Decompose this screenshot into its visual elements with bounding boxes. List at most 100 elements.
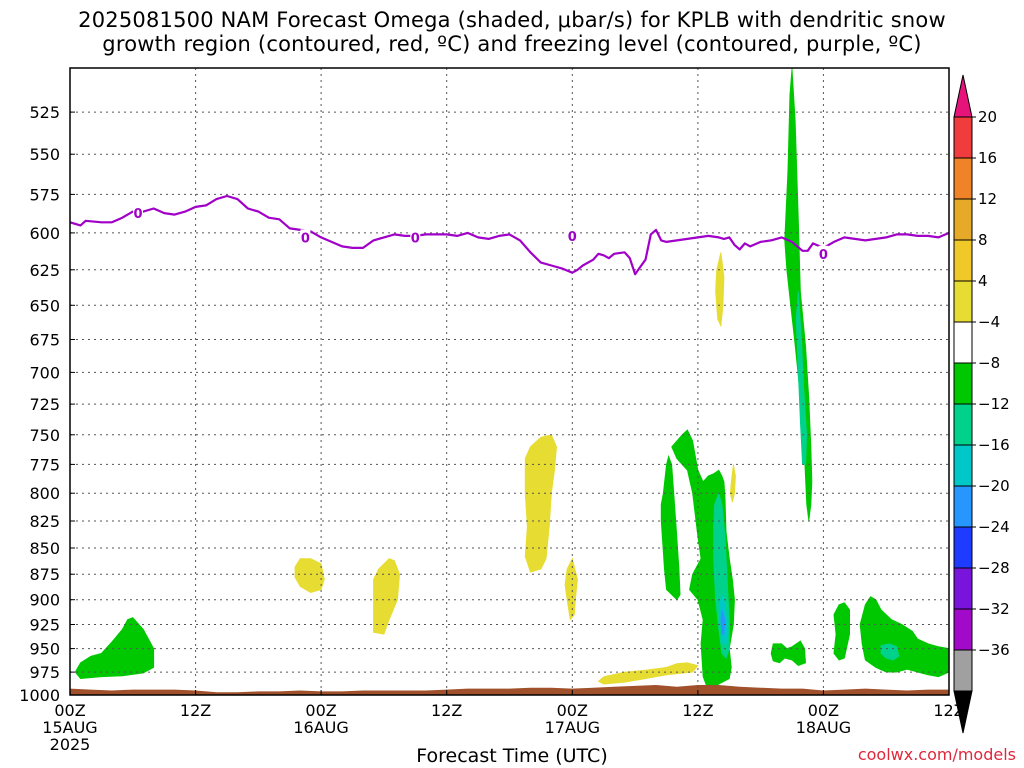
y-tick-label-950: 950	[29, 640, 60, 659]
y-tick-label-575: 575	[29, 185, 60, 204]
freezing-level-label-5: 0	[819, 248, 828, 263]
colorbar-band-7	[953, 362, 973, 405]
y-tick-label-775: 775	[29, 455, 60, 474]
y-tick-label-625: 625	[29, 261, 60, 280]
y-tick-label-600: 600	[29, 224, 60, 243]
colorbar-band-12	[953, 567, 973, 610]
y-tick-label-925: 925	[29, 616, 60, 635]
colorbar-label-12: −28	[978, 559, 1010, 577]
colorbar-band-11	[953, 526, 973, 569]
y-tick-label-550: 550	[29, 145, 60, 164]
omega-region-19	[720, 609, 726, 635]
x-tick-label-36h-1: 12Z	[431, 701, 462, 720]
omega-region-1	[294, 558, 325, 594]
colorbar-band-14	[953, 649, 973, 692]
freezing-level-line	[69, 194, 950, 276]
y-tick-label-750: 750	[29, 426, 60, 445]
chart-title-line-2: growth region (contoured, red, ºC) and f…	[102, 32, 922, 56]
omega-shading	[74, 67, 950, 692]
terrain-band	[70, 685, 949, 695]
y-tick-label-975: 975	[29, 663, 60, 682]
x-axis-label: Forecast Time (UTC)	[416, 745, 608, 767]
omega-region-13	[833, 602, 850, 661]
x-tick-label-0h-3: 2025	[50, 735, 91, 754]
y-tick-label-1000: 1000	[19, 686, 60, 705]
omega-region-4	[564, 557, 578, 621]
y-tick-label-825: 825	[29, 512, 60, 531]
source-credit: coolwx.com/models	[857, 745, 1016, 764]
y-tick-label-700: 700	[29, 363, 60, 382]
freezing-level-label-bg-2	[300, 229, 311, 244]
y-tick-label-650: 650	[29, 296, 60, 315]
colorbar-band-13	[953, 608, 973, 651]
colorbar-label-2: 16	[978, 149, 997, 167]
x-tick-label-0h-2: 15AUG	[42, 718, 97, 737]
colorbar-label-13: −32	[978, 600, 1010, 618]
freezing-level-label-3: 0	[411, 231, 420, 246]
freezing-level-layer: 0 0 0 0 0	[69, 194, 950, 276]
terrain-layer	[70, 685, 949, 695]
omega-region-5	[597, 662, 699, 685]
chart-title-line-1: 2025081500 NAM Forecast Omega (shaded, μ…	[78, 8, 946, 32]
colorbar-band-1	[953, 116, 973, 159]
colorbar-band-4	[953, 239, 973, 282]
colorbar-label-10: −20	[978, 477, 1010, 495]
omega-region-14	[859, 596, 950, 678]
colorbar-band-6	[953, 321, 973, 364]
colorbar-label-1: 20	[978, 108, 997, 126]
freezing-level-label-bg-4	[567, 227, 578, 242]
colorbar-label-6: −4	[978, 313, 1000, 331]
x-tick-label-12h-1: 12Z	[180, 701, 211, 720]
freezing-level-label-bg-1	[133, 205, 143, 220]
freezing-level-label-2: 0	[301, 231, 310, 246]
colorbar-band-2	[953, 157, 973, 200]
omega-region-10	[660, 454, 681, 601]
y-tick-label-725: 725	[29, 395, 60, 414]
y-tick-label-675: 675	[29, 331, 60, 350]
omega-region-2	[373, 558, 401, 635]
colorbar-label-4: 8	[978, 231, 988, 249]
colorbar-band-10	[953, 485, 973, 528]
colorbar-label-14: −36	[978, 641, 1010, 659]
plot-frame	[69, 67, 950, 696]
y-tick-label-900: 900	[29, 591, 60, 610]
omega-region-3	[524, 434, 558, 573]
omega-region-7	[729, 464, 736, 503]
colorbar-label-5: 4	[978, 272, 988, 290]
colorbar-band-3	[953, 198, 973, 241]
y-tick-label-800: 800	[29, 484, 60, 503]
freezing-level-label-bg-5	[818, 245, 829, 260]
colorbar-band-5	[953, 280, 973, 323]
freezing-level-label-bg-3	[410, 229, 421, 244]
colorbar-label-3: 12	[978, 190, 997, 208]
y-tick-label-875: 875	[29, 565, 60, 584]
colorbar-top-arrow	[953, 74, 973, 118]
y-tick-label-525: 525	[29, 103, 60, 122]
colorbar: 20 16 12 8 4 −4 −8 −12 −16 −20 −24 −28 −32 −36	[953, 74, 1010, 734]
x-tick-label-60h-1: 12Z	[682, 701, 713, 720]
colorbar-label-11: −24	[978, 518, 1010, 536]
grid-lines	[70, 68, 950, 695]
colorbar-band-9	[953, 444, 973, 487]
omega-region-8	[74, 617, 155, 680]
colorbar-bottom-arrow	[953, 690, 973, 734]
x-tick-label-72h-2: 18AUG	[796, 718, 851, 737]
colorbar-band-8	[953, 403, 973, 446]
omega-region-17	[880, 643, 900, 661]
y-tick-label-850: 850	[29, 539, 60, 558]
x-tick-label-0h-1: 00Z	[54, 701, 85, 720]
freezing-level-label-1: 0	[133, 207, 142, 222]
y-axis: 525 550 575 600 625 650 675 700 725 750 775 800 825 8…	[19, 103, 75, 705]
colorbar-label-7: −8	[978, 354, 1000, 372]
omega-region-16	[795, 291, 808, 465]
omega-region-12	[770, 640, 807, 667]
freezing-level-label-4: 0	[568, 230, 577, 245]
chart-title: 2025081500 NAM Forecast Omega (shaded, μ…	[0, 8, 1024, 56]
colorbar-label-9: −16	[978, 436, 1010, 454]
x-tick-label-24h-2: 16AUG	[293, 718, 348, 737]
x-tick-label-24h-1: 00Z	[305, 701, 336, 720]
omega-region-6	[715, 252, 725, 328]
x-tick-label-48h-1: 00Z	[557, 701, 588, 720]
